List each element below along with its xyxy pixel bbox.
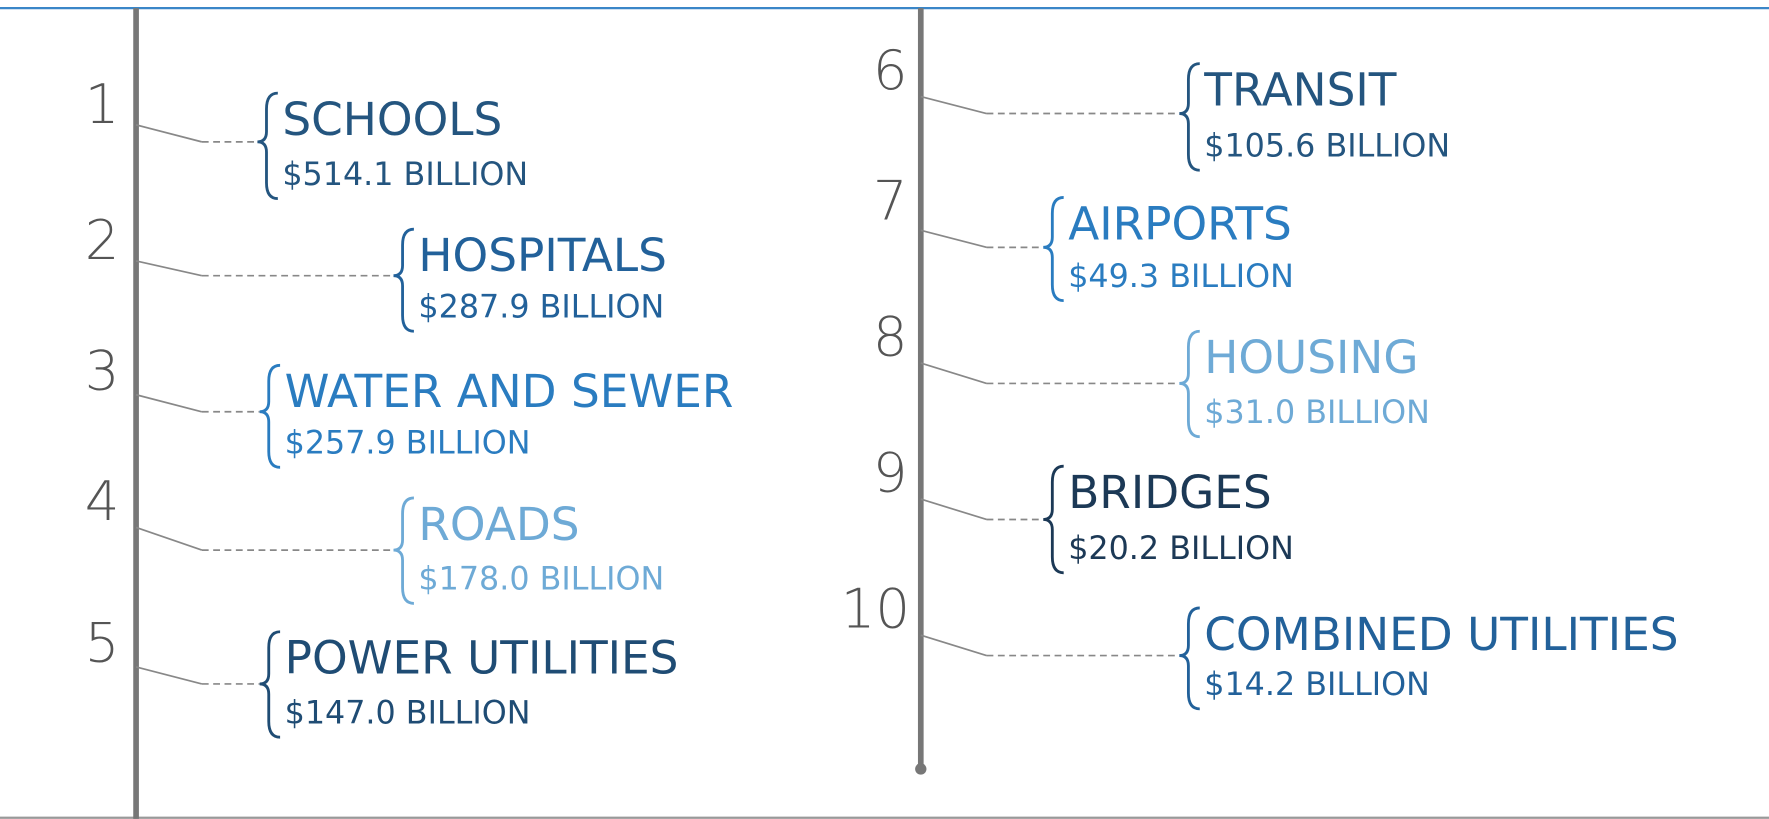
item-name: HOUSING: [1204, 331, 1418, 384]
brace: [1179, 606, 1200, 711]
item-name: AIRPORTS: [1068, 197, 1292, 250]
item-amount: $20.2 BILLION: [1068, 531, 1294, 567]
item-name: COMBINED UTILITIES: [1204, 608, 1678, 661]
brace: [259, 630, 281, 739]
item-amount: $14.2 BILLION: [1204, 667, 1430, 703]
connector: [135, 260, 203, 277]
brace: [1043, 464, 1064, 575]
connector: [135, 526, 203, 551]
connector: [920, 362, 987, 385]
item-amount: $257.9 BILLION: [285, 426, 531, 462]
connector: [920, 229, 987, 249]
connector: [920, 498, 987, 521]
item-amount: $178.0 BILLION: [418, 562, 664, 598]
axis-end: [915, 763, 927, 775]
rank-number: 3: [85, 339, 120, 403]
brace: [1179, 62, 1200, 172]
item-amount: $31.0 BILLION: [1204, 395, 1430, 431]
item-amount: $105.6 BILLION: [1204, 129, 1450, 165]
connector: [135, 666, 203, 685]
brace: [393, 227, 415, 333]
item-name: POWER UTILITIES: [285, 632, 679, 685]
item-name: TRANSIT: [1203, 64, 1396, 117]
item-amount: $147.0 BILLION: [285, 696, 531, 732]
connector: [135, 124, 203, 143]
rank-number: 6: [873, 38, 908, 102]
brace: [1043, 196, 1064, 303]
rank-number: 10: [841, 577, 910, 641]
brace: [257, 91, 278, 200]
connector: [135, 393, 203, 413]
rank-number: 4: [85, 469, 120, 533]
connector: [920, 95, 987, 115]
item-amount: $49.3 BILLION: [1068, 259, 1294, 295]
item-name: WATER AND SEWER: [285, 365, 734, 418]
brace: [1179, 329, 1200, 439]
item-amount: $514.1 BILLION: [282, 157, 528, 193]
rank-number: 9: [873, 441, 908, 505]
item-name: HOSPITALS: [418, 229, 667, 282]
rank-number: 1: [85, 72, 120, 136]
item-name: ROADS: [418, 498, 579, 551]
item-name: SCHOOLS: [282, 93, 502, 146]
brace: [393, 496, 415, 605]
connector: [920, 634, 987, 657]
brace: [259, 363, 281, 469]
rank-number: 7: [873, 169, 908, 233]
rank-number: 2: [85, 208, 120, 272]
item-amount: $287.9 BILLION: [418, 290, 664, 326]
item-name: BRIDGES: [1068, 466, 1271, 519]
rank-number: 5: [85, 611, 120, 675]
rank-number: 8: [873, 305, 908, 369]
